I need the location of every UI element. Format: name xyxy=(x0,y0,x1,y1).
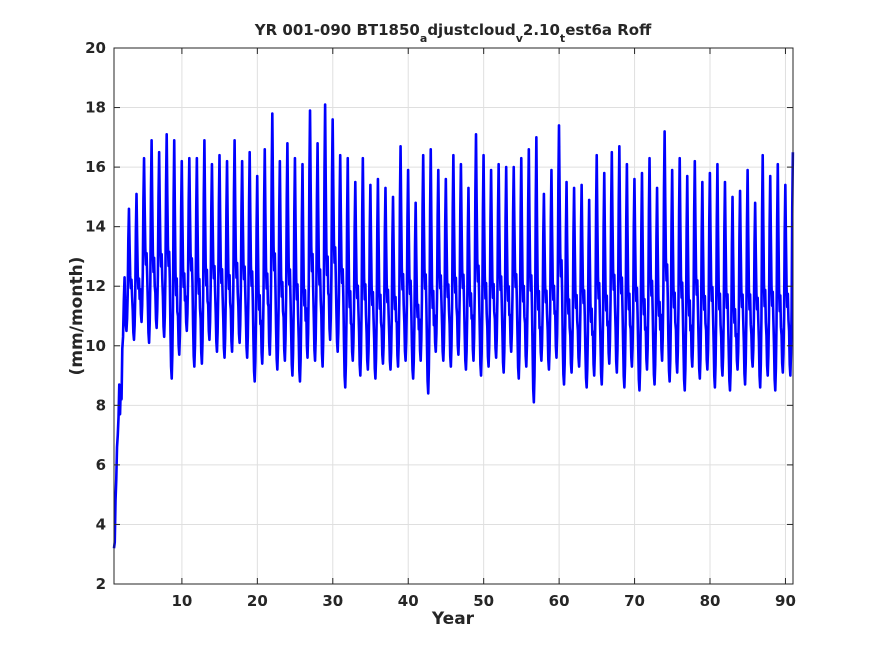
chart-title: YR 001-090 BT1850adjustcloudv2.10test6a … xyxy=(254,21,652,45)
tick-labels: 10 20 30 40 50 60 70 80 90 2 4 6 8 10 12 14 16 18 20 xyxy=(85,39,796,610)
title-part: 2.10 xyxy=(523,21,560,39)
y-tick-label: 4 xyxy=(96,515,106,533)
data-series xyxy=(112,103,795,549)
x-tick-label: 10 xyxy=(171,592,192,610)
axes-box xyxy=(113,47,794,585)
y-tick-label: 2 xyxy=(96,575,106,593)
y-tick-label: 14 xyxy=(85,218,106,236)
plot-area xyxy=(114,48,793,584)
title-part: YR 001-090 BT1850 xyxy=(254,21,420,39)
axis-ticks xyxy=(114,47,793,585)
title-part: djustcloud xyxy=(427,21,515,39)
x-tick-label: 20 xyxy=(247,592,268,610)
y-tick-label: 20 xyxy=(85,39,106,57)
y-tick-label: 8 xyxy=(96,396,106,414)
title-part: est6a Roff xyxy=(565,21,652,39)
title-part: a xyxy=(420,32,427,45)
x-tick-label: 60 xyxy=(549,592,570,610)
y-tick-label: 12 xyxy=(85,277,106,295)
x-tick-label: 90 xyxy=(775,592,796,610)
x-tick-label: 80 xyxy=(700,592,721,610)
y-tick-label: 16 xyxy=(85,158,106,176)
y-tick-label: 6 xyxy=(96,456,106,474)
x-axis-label: Year xyxy=(431,609,475,629)
title-part: t xyxy=(560,32,565,45)
x-tick-label: 30 xyxy=(322,592,343,610)
y-tick-label: 18 xyxy=(85,99,106,117)
x-tick-label: 50 xyxy=(473,592,494,610)
x-tick-label: 70 xyxy=(624,592,645,610)
runoff-line xyxy=(112,103,795,549)
y-tick-label: 10 xyxy=(85,337,106,355)
title-part: v xyxy=(516,32,524,45)
x-tick-label: 40 xyxy=(398,592,419,610)
y-axis-label: (mm/month) xyxy=(67,257,87,376)
